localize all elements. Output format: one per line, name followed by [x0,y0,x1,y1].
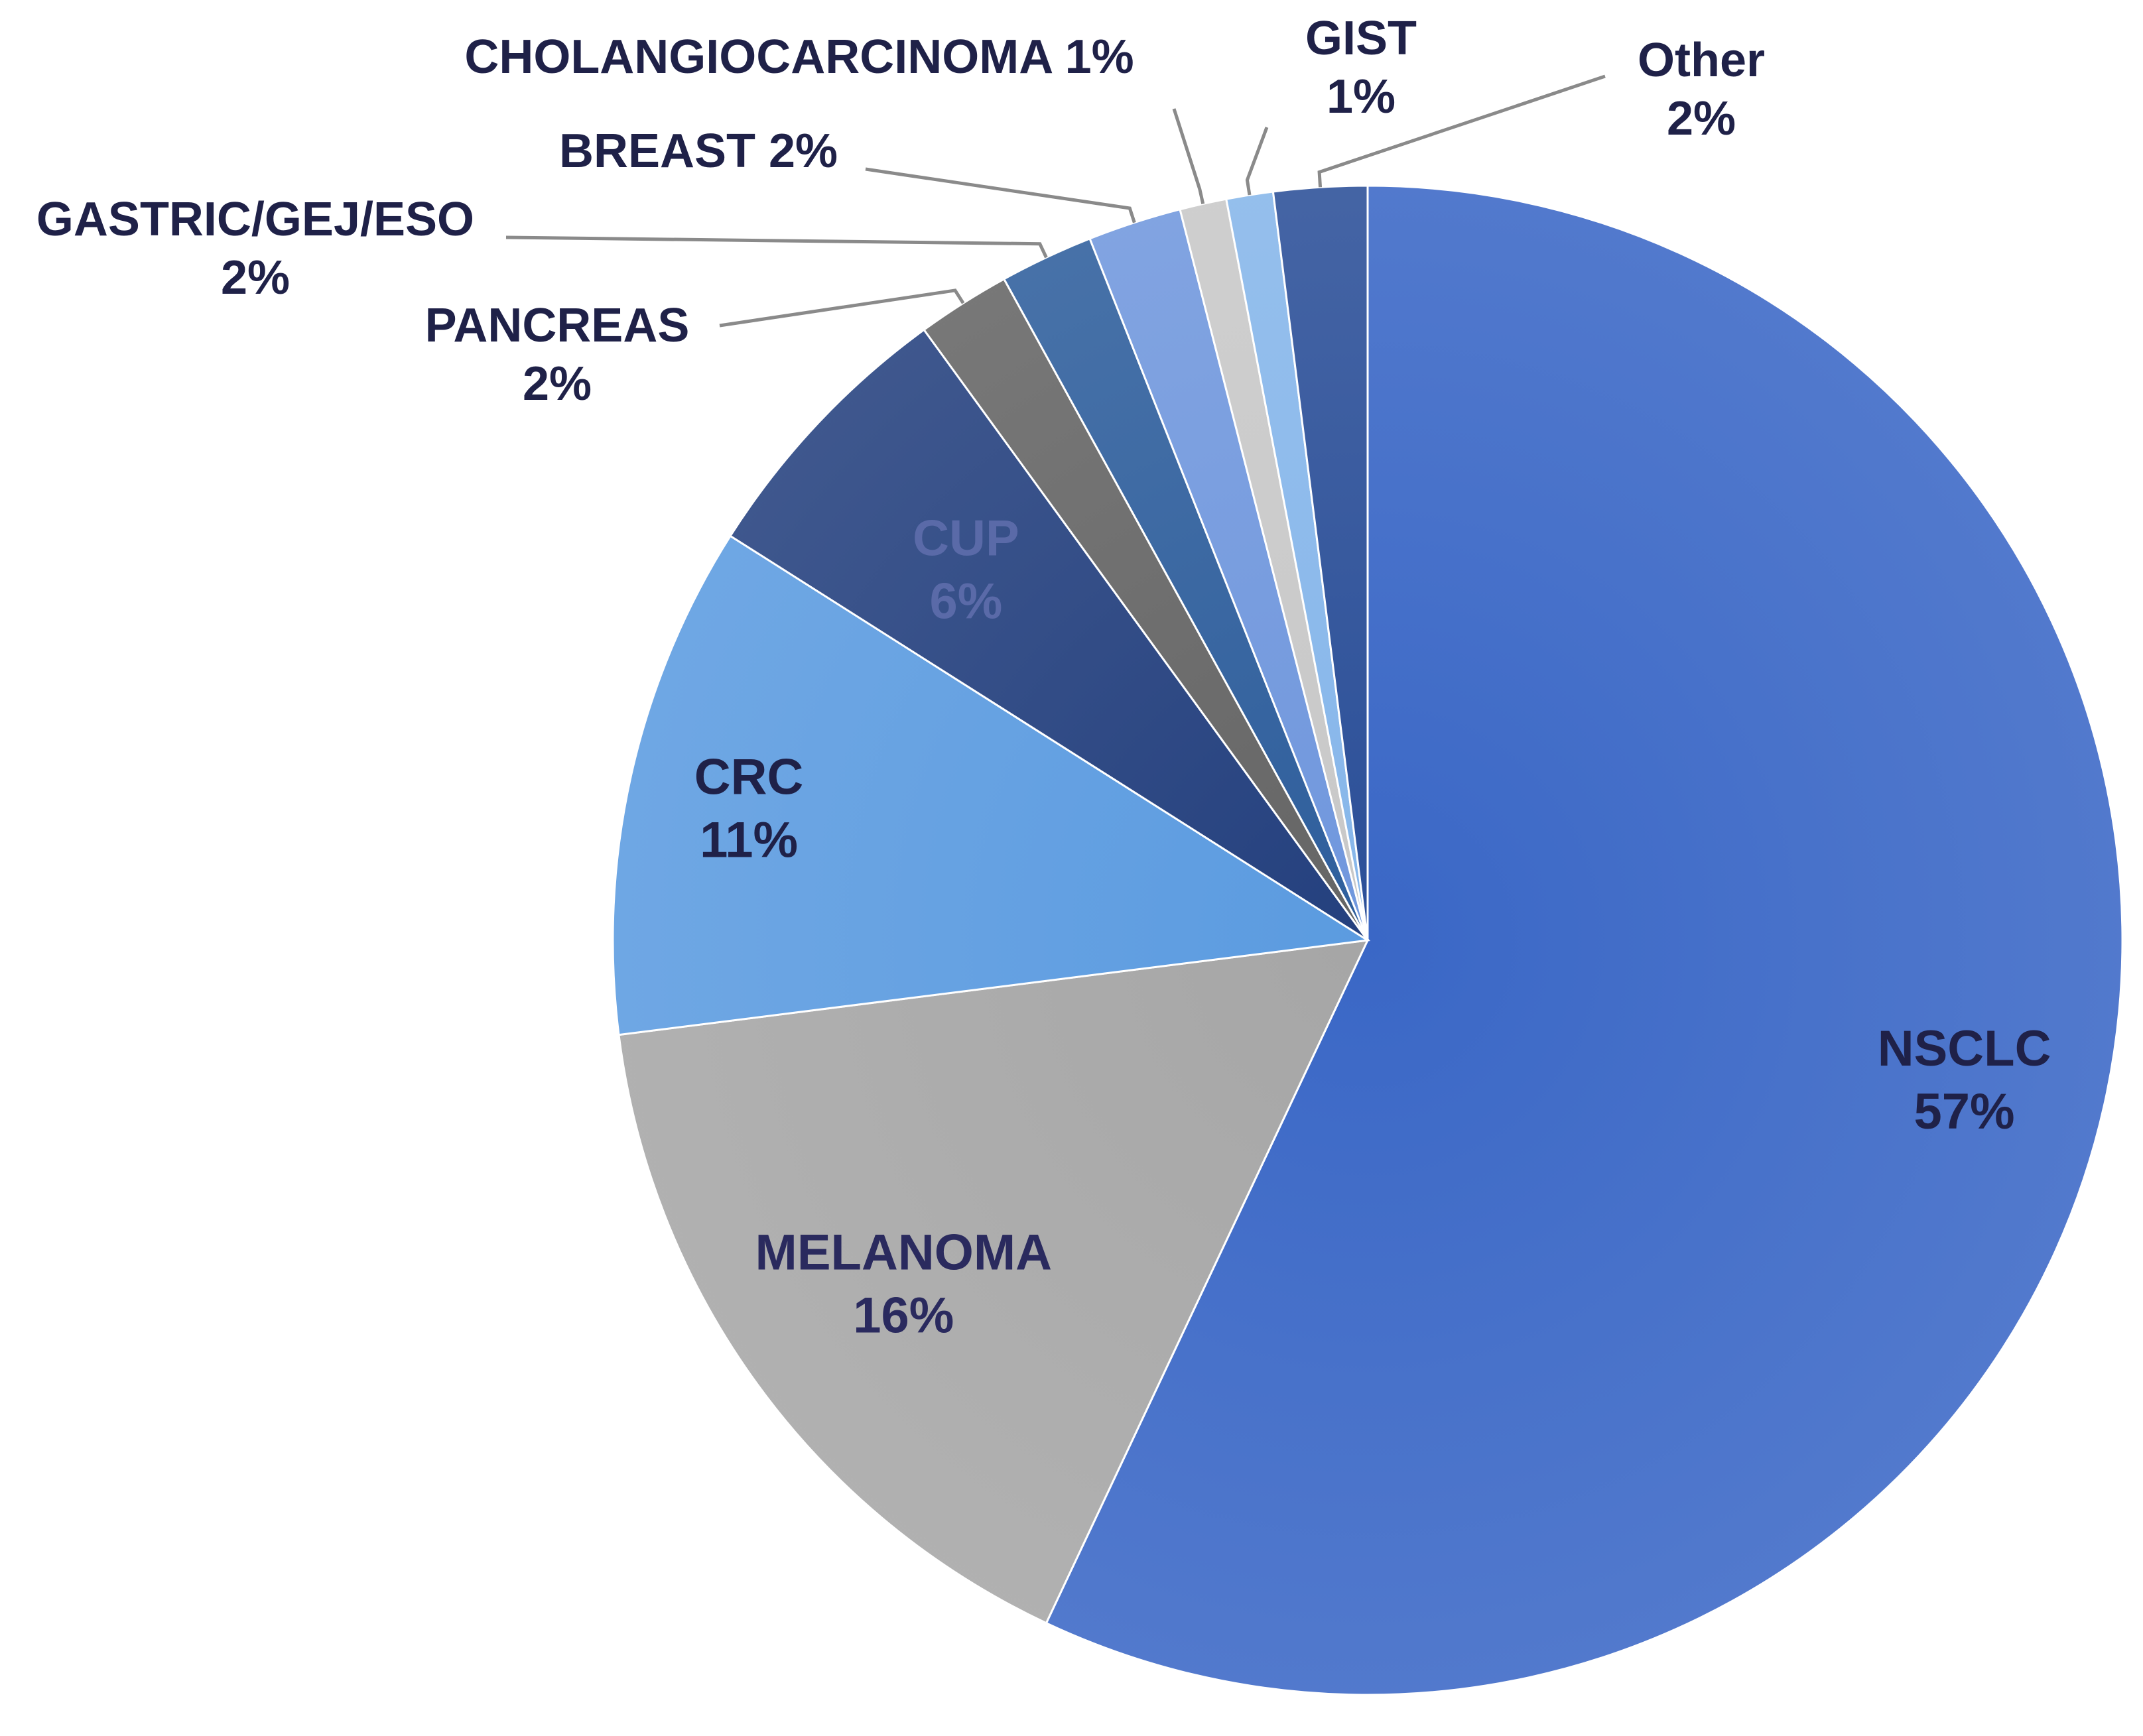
pie-slice-melanoma [617,939,1370,1625]
slice-label-breast: BREAST 2% [559,125,838,178]
leader-line-breast [865,167,1136,223]
pie-slice-crc [612,534,1371,1036]
slice-label-nsclc: NSCLC 57% [1878,1021,2051,1140]
pie-slice-cup [729,328,1369,942]
pie-slices [612,184,2124,1696]
leader-line-gist [1245,127,1269,196]
pie-slice-nsclc [1045,184,2124,1696]
leader-line-cholangiocarcinoma [1172,108,1205,204]
slice-label-pancreas: PANCREAS 2% [425,299,690,410]
slice-label-gastric-gej-eso: GASTRIC/GEJ/ESO 2% [36,193,474,304]
leader-line-gastric-gej-eso [505,235,1048,259]
leader-line-other [1317,74,1606,188]
leader-lines [505,74,1606,328]
slice-label-cholangiocarcinoma: CHOLANGIOCARCINOMA 1% [464,31,1134,84]
slice-label-melanoma: MELANOMA 16% [755,1224,1053,1343]
leader-line-pancreas [719,288,965,328]
slice-label-crc: CRC 11% [694,749,804,868]
slice-label-gist: GIST 1% [1305,12,1417,123]
slice-label-other: Other 2% [1638,34,1765,145]
slice-label-cup: CUP 6% [913,510,1019,629]
slice-labels: NSCLC 57% MELANOMA 16% CRC 11% CUP 6% PANCREAS 2%… [36,12,2051,1343]
